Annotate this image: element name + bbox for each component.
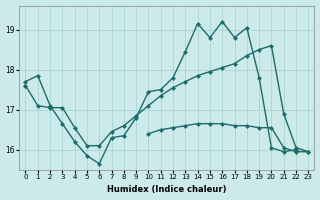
- X-axis label: Humidex (Indice chaleur): Humidex (Indice chaleur): [107, 185, 227, 194]
